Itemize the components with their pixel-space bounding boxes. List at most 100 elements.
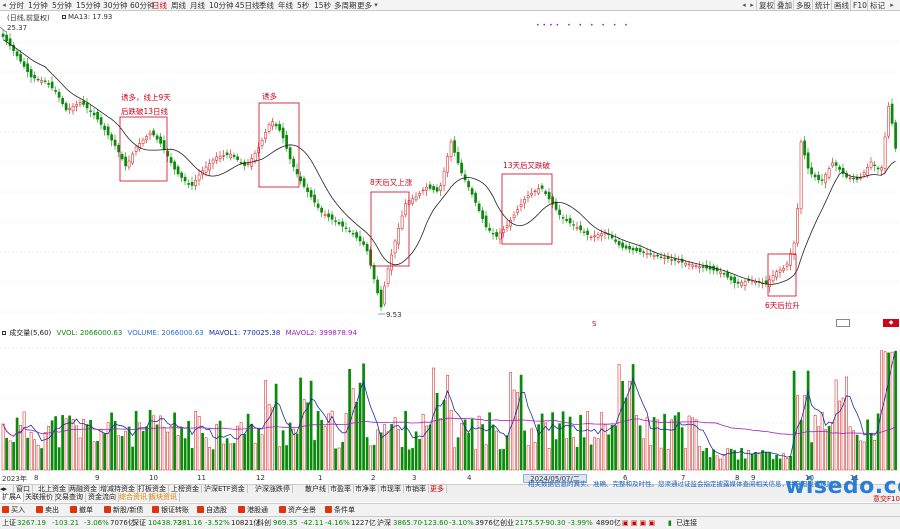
volume-bar <box>404 410 407 471</box>
volume-bar <box>365 437 369 471</box>
volume-bar <box>680 427 684 471</box>
tf-60min[interactable]: 60分钟 <box>130 1 155 10</box>
adjust-button[interactable]: 复权 <box>756 0 776 11</box>
bank-transfer-button[interactable]: 银证转账 <box>152 504 189 517</box>
indicator-settings-button[interactable]: ◆ <box>883 319 899 327</box>
tab-margin[interactable]: 两融资金 <box>67 485 100 494</box>
tabs-scroll-icon[interactable]: ◂▸ <box>0 485 14 494</box>
candle-body <box>883 136 887 169</box>
tf-5sec[interactable]: 5秒 <box>297 1 310 10</box>
event-markers[interactable]: •••• • • • • • • <box>536 22 631 29</box>
prev-icon[interactable]: ◂ <box>742 1 746 9</box>
tf-daily[interactable]: 日线 <box>152 1 167 10</box>
ipo-button[interactable]: 新股/新债 <box>104 504 143 517</box>
tab-pcf[interactable]: 市现率 <box>378 485 404 494</box>
assets-button[interactable]: 资产全景 <box>279 504 316 517</box>
candle-body <box>806 152 810 169</box>
axis-label: 12 <box>256 474 265 482</box>
tf-fenshi[interactable]: 分时 <box>9 1 24 10</box>
tab-limit-funds[interactable]: 打板资金 <box>136 485 169 494</box>
tab-limit-updown[interactable]: 沪深涨跌停 <box>253 485 293 494</box>
tab-northbound[interactable]: 北上资金 <box>36 485 69 494</box>
tab-ext-a[interactable]: 扩展A <box>0 493 24 502</box>
kc-index-name[interactable]: 科创 <box>257 519 271 527</box>
tab-trade-query[interactable]: 交易查询 <box>53 493 86 502</box>
f10-tab[interactable]: 意交F10 <box>873 495 900 503</box>
tf-15sec[interactable]: 15秒 <box>314 1 332 10</box>
tf-5min[interactable]: 5分钟 <box>52 1 72 10</box>
volume-chart[interactable] <box>0 338 900 474</box>
tf-10min[interactable]: 10分钟 <box>209 1 234 10</box>
sh-index-change: -103.21 <box>52 519 80 527</box>
tf-quarter[interactable]: 季线 <box>259 1 274 10</box>
volume-bar <box>141 430 145 471</box>
tab-general-news[interactable]: 综合资讯 <box>117 493 150 502</box>
tf-weekly[interactable]: 周线 <box>171 1 186 10</box>
hs-index-name[interactable]: 沪深 <box>377 519 391 527</box>
volume-bar <box>222 443 225 471</box>
multi-stock-button[interactable]: 多股 <box>793 0 813 11</box>
buy-button[interactable]: 买入 <box>2 504 25 517</box>
tf-30min[interactable]: 30分钟 <box>103 1 128 10</box>
zoom-toggle-button[interactable] <box>836 319 850 327</box>
candle-body <box>145 136 148 141</box>
candle-body <box>211 159 215 164</box>
next-icon[interactable]: ▸ <box>750 1 754 9</box>
candle-body <box>22 61 26 67</box>
tab-etf-funds[interactable]: 沪深ETF资金 <box>202 485 248 494</box>
conditional-order-button[interactable]: 条件单 <box>325 504 355 517</box>
tab-holding-change[interactable]: 增减持资金 <box>98 485 138 494</box>
volume-bar <box>246 413 250 471</box>
scroll-left-icon[interactable]: ◂ <box>2 1 6 9</box>
candle-body <box>684 262 687 266</box>
tf-1min[interactable]: 1分钟 <box>28 1 48 10</box>
mark-button[interactable]: 标记 <box>867 0 887 11</box>
tab-pe[interactable]: 市盈率 <box>328 485 354 494</box>
volume-bar <box>516 392 519 471</box>
tf-more[interactable]: 更多 <box>357 1 372 10</box>
tab-more[interactable]: 更多 <box>428 485 447 494</box>
tab-pb[interactable]: 市净率 <box>353 485 379 494</box>
more-chevron-icon[interactable]: ▾ <box>374 1 378 9</box>
candle-body <box>698 266 701 269</box>
sh-index-name[interactable]: 上证 <box>2 519 16 527</box>
cy-index-name[interactable]: 创业 <box>500 519 514 527</box>
sz-index-name[interactable]: 深证 <box>132 519 146 527</box>
f10-button[interactable]: F10 <box>850 0 869 11</box>
tab-dragon-list[interactable]: 上榜资金 <box>169 485 202 494</box>
hk-connect-button[interactable]: 港股通 <box>238 504 268 517</box>
tf-yearly[interactable]: 年线 <box>278 1 293 10</box>
candle-body <box>155 135 159 140</box>
expand-icon[interactable]: ▸ <box>890 1 894 9</box>
tf-monthly[interactable]: 月线 <box>190 1 205 10</box>
tab-ps[interactable]: 市销率 <box>403 485 429 494</box>
draw-button[interactable]: 画线 <box>831 0 851 11</box>
candle-body <box>621 242 624 248</box>
volume-bar <box>715 455 719 471</box>
cy-index-value: 2175.57 <box>515 519 544 527</box>
candle-body <box>197 174 201 181</box>
tf-45day[interactable]: 45日线 <box>235 1 260 10</box>
volume-bar <box>15 417 19 471</box>
cancel-order-button[interactable]: 撤单 <box>70 504 93 517</box>
notice-icons[interactable]: ▣ ▣ ▣ ▣ <box>622 519 656 527</box>
tf-15min[interactable]: 15分钟 <box>76 1 101 10</box>
volume-bar <box>103 433 106 471</box>
tab-related-quote[interactable]: 关联报价 <box>23 493 56 502</box>
overlay-button[interactable]: 叠加 <box>774 0 794 11</box>
watchlist-button[interactable]: 自选股 <box>197 504 227 517</box>
tab-sector-news[interactable]: 板块资讯 <box>147 493 180 502</box>
tab-retail-line[interactable]: 散户线 <box>303 485 329 494</box>
volume-bar <box>799 419 803 471</box>
volume-bar <box>575 446 579 471</box>
tab-window[interactable]: 窗口 <box>14 485 33 494</box>
volume-bar <box>54 416 57 471</box>
stats-button[interactable]: 统计 <box>812 0 832 11</box>
sell-button[interactable]: 卖出 <box>36 504 59 517</box>
candle-body <box>313 194 316 203</box>
tab-fund-flow[interactable]: 资金流向 <box>86 493 119 502</box>
tf-multi-period[interactable]: 多周期 <box>334 1 357 10</box>
selected-date[interactable]: 2024/05/07/二 <box>523 474 587 483</box>
price-chart[interactable]: 25.37 9.53 S <box>0 22 900 326</box>
connection-status: 已连接 <box>676 519 697 527</box>
